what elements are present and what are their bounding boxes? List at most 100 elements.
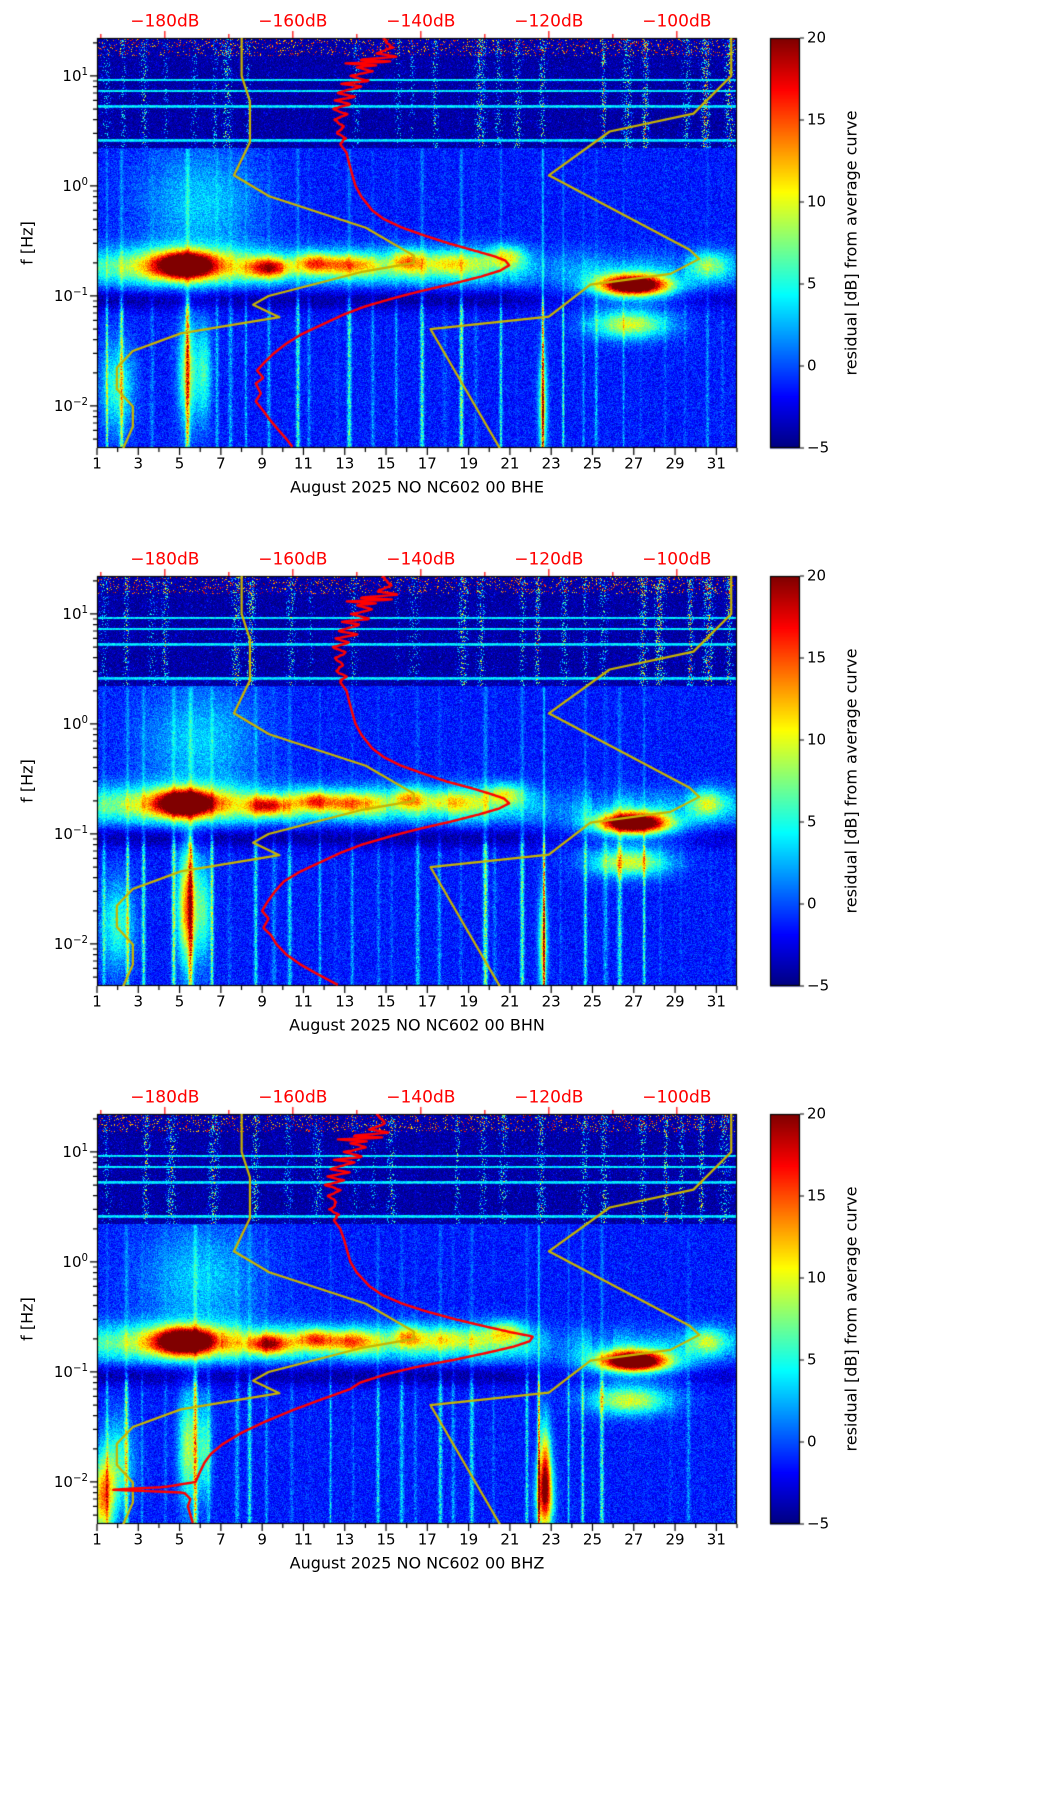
x-tick-label: 9: [257, 454, 267, 473]
top-db-tick-label: −120dB: [514, 1087, 584, 1108]
x-tick-label: 23: [541, 992, 561, 1011]
x-tick-label: 21: [500, 454, 520, 473]
x-tick-label: 23: [541, 454, 561, 473]
panel-bhn: −180dB −160dB −140dB −120dB −100dB 101 100 10−…: [0, 538, 1052, 1076]
y-tick-label: 10−2: [53, 934, 88, 953]
y-tick-label: 10−2: [53, 1472, 88, 1491]
x-tick-label: 27: [624, 1530, 644, 1549]
x-tick-label: 1: [92, 454, 102, 473]
x-tick-label: 25: [582, 454, 603, 473]
panel-bhe: −180dB −160dB −140dB −120dB −100dB 101 100 10−…: [0, 0, 1052, 538]
x-tick-label: 15: [376, 1530, 396, 1549]
y-tick-label: 10−1: [53, 286, 88, 305]
top-db-tick-label: −160dB: [258, 549, 328, 570]
x-tick-label: 13: [335, 992, 355, 1011]
x-tick-label: 27: [624, 992, 644, 1011]
x-tick-label: 21: [500, 1530, 520, 1549]
colorbar-tick-label: 0: [807, 894, 817, 913]
top-db-tick-label: −120dB: [514, 549, 584, 570]
colorbar-tick-label: 20: [807, 566, 827, 585]
x-tick-label: 15: [376, 992, 396, 1011]
colorbar-label: residual [dB] from average curve: [841, 648, 861, 914]
x-tick-label: 11: [293, 1530, 313, 1549]
x-tick-label: 9: [257, 1530, 267, 1549]
y-tick-label: 10−1: [53, 1362, 88, 1381]
y-tick-label: 100: [62, 176, 88, 195]
x-tick-label: 21: [500, 992, 520, 1011]
colorbar-tick-label: 0: [807, 356, 817, 375]
top-db-tick-label: −180dB: [130, 11, 200, 32]
spectrogram-canvas-bhz: [0, 1076, 1052, 1614]
y-tick-label: 10−2: [53, 396, 88, 415]
colorbar-tick-label: −5: [807, 1514, 830, 1533]
x-tick-label: 27: [624, 454, 644, 473]
y-tick-label: 100: [62, 714, 88, 733]
top-db-tick-label: −140dB: [386, 1087, 456, 1108]
colorbar-tick-label: 20: [807, 28, 827, 47]
top-db-tick-label: −100dB: [642, 549, 712, 570]
y-tick-label: 101: [62, 604, 88, 623]
x-tick-label: 1: [92, 992, 102, 1011]
colorbar-label: residual [dB] from average curve: [841, 110, 861, 376]
x-tick-label: 13: [335, 454, 355, 473]
colorbar-tick-label: 0: [807, 1432, 817, 1451]
colorbar-tick-label: 15: [807, 1186, 827, 1205]
y-axis-label: f [Hz]: [17, 221, 37, 265]
x-tick-label: 5: [174, 454, 185, 473]
x-tick-label: 25: [582, 1530, 603, 1549]
x-tick-label: 5: [174, 1530, 185, 1549]
x-tick-label: 9: [257, 992, 267, 1011]
x-tick-label: 17: [417, 1530, 437, 1549]
colorbar-tick-label: −5: [807, 438, 830, 457]
top-db-tick-label: −140dB: [386, 11, 456, 32]
x-tick-label: 31: [706, 1530, 726, 1549]
colorbar-tick-label: 5: [807, 274, 817, 293]
x-tick-label: 5: [174, 992, 185, 1011]
colorbar-tick-label: 5: [807, 812, 817, 831]
x-tick-label: 11: [293, 992, 313, 1011]
x-tick-label: 7: [216, 1530, 226, 1549]
x-tick-label: 17: [417, 454, 437, 473]
panel-bhz: −180dB −160dB −140dB −120dB −100dB 101 100 10−…: [0, 1076, 1052, 1614]
y-axis-label: f [Hz]: [17, 759, 37, 803]
top-db-tick-label: −100dB: [642, 1087, 712, 1108]
colorbar-tick-label: −5: [807, 976, 830, 995]
x-tick-label: 29: [665, 454, 685, 473]
x-tick-label: 11: [293, 454, 313, 473]
plot-title: August 2025 NO NC602 00 BHE: [290, 477, 544, 497]
y-tick-label: 100: [62, 1252, 88, 1271]
colorbar-tick-label: 15: [807, 110, 827, 129]
y-axis-label: f [Hz]: [17, 1297, 37, 1341]
x-tick-label: 1: [92, 1530, 102, 1549]
colorbar-tick-label: 10: [807, 192, 827, 211]
x-tick-label: 25: [582, 992, 603, 1011]
x-tick-label: 29: [665, 1530, 685, 1549]
x-tick-label: 29: [665, 992, 685, 1011]
x-tick-label: 17: [417, 992, 437, 1011]
x-tick-label: 7: [216, 992, 226, 1011]
colorbar-tick-label: 5: [807, 1350, 817, 1369]
x-tick-label: 19: [459, 1530, 479, 1549]
colorbar-tick-label: 20: [807, 1104, 827, 1123]
y-tick-label: 10−1: [53, 824, 88, 843]
x-tick-label: 23: [541, 1530, 561, 1549]
x-tick-label: 19: [459, 992, 479, 1011]
colorbar-tick-label: 15: [807, 648, 827, 667]
x-tick-label: 7: [216, 454, 226, 473]
spectrogram-canvas-bhe: [0, 0, 1052, 538]
top-db-tick-label: −180dB: [130, 549, 200, 570]
top-db-tick-label: −160dB: [258, 11, 328, 32]
plot-title: August 2025 NO NC602 00 BHZ: [289, 1553, 545, 1573]
y-tick-label: 101: [62, 66, 88, 85]
y-tick-label: 101: [62, 1142, 88, 1161]
colorbar-label: residual [dB] from average curve: [841, 1186, 861, 1452]
x-tick-label: 3: [133, 454, 144, 473]
colorbar-tick-label: 10: [807, 1268, 827, 1287]
x-tick-label: 13: [335, 1530, 355, 1549]
plot-title: August 2025 NO NC602 00 BHN: [289, 1015, 545, 1035]
x-tick-label: 31: [706, 992, 726, 1011]
x-tick-label: 31: [706, 454, 726, 473]
top-db-tick-label: −140dB: [386, 549, 456, 570]
top-db-tick-label: −180dB: [130, 1087, 200, 1108]
